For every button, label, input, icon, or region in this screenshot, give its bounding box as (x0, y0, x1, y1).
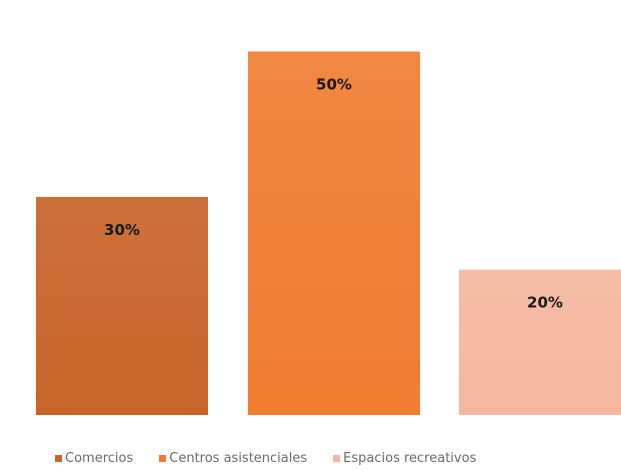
legend-label-centros-asistenciales: Centros asistenciales (169, 451, 308, 466)
bar-espacios-recreativos (459, 269, 621, 415)
chart-legend: Comercios Centros asistenciales Espacios… (55, 451, 476, 466)
legend-swatch-espacios-recreativos (333, 455, 341, 462)
data-label-espacios-recreativos: 20% (527, 294, 563, 312)
data-label-comercios: 30% (104, 221, 140, 239)
legend-label-comercios: Comercios (65, 451, 134, 466)
data-label-centros-asistenciales: 50% (316, 76, 352, 94)
legend-item-espacios-recreativos: Espacios recreativos (333, 451, 476, 466)
legend-item-centros-asistenciales: Centros asistenciales (159, 451, 307, 466)
legend-label-espacios-recreativos: Espacios recreativos (343, 451, 477, 466)
bar-centros-asistenciales (248, 51, 420, 415)
legend-swatch-centros-asistenciales (159, 455, 167, 462)
legend-item-comercios: Comercios (55, 451, 133, 466)
legend-swatch-comercios (55, 455, 62, 462)
bar-comercios (36, 196, 208, 415)
